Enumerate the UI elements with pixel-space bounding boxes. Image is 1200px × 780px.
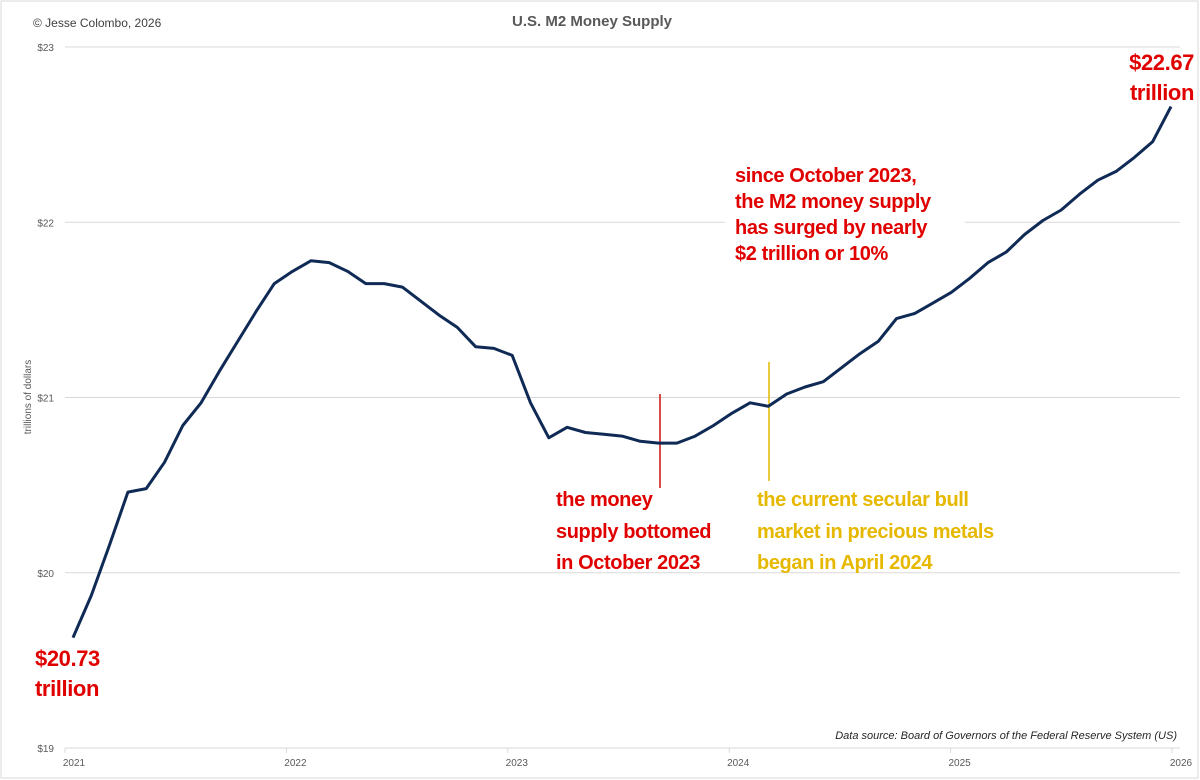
- surge-note-background: [725, 160, 965, 266]
- y-tick-label: $21: [37, 394, 54, 405]
- chart-title: U.S. M2 Money Supply: [512, 13, 673, 30]
- y-tick-label: $20: [37, 569, 54, 580]
- data-source-text: Data source: Board of Governors of the F…: [835, 730, 1177, 742]
- surge-note-line: since October 2023,: [735, 165, 916, 187]
- bottom-note-line: in October 2023: [556, 552, 700, 574]
- surge-note-line: the M2 money supply: [735, 191, 932, 213]
- surge-note-line: $2 trillion or 10%: [735, 243, 888, 265]
- surge-note: since October 2023, the M2 money supply …: [735, 165, 932, 265]
- end-label-value: $22.67: [1129, 50, 1194, 75]
- bull-note-line: market in precious metals: [757, 521, 994, 543]
- x-tick-label: 2025: [948, 758, 971, 769]
- y-tick-label: $22: [37, 218, 54, 229]
- x-tick-label: 2023: [506, 758, 529, 769]
- copyright-text: © Jesse Colombo, 2026: [33, 16, 162, 30]
- start-label: $20.73 trillion: [35, 646, 100, 701]
- x-tick-label: 2021: [63, 758, 86, 769]
- y-axis-label: trillions of dollars: [23, 360, 34, 434]
- end-label-unit: trillion: [1130, 80, 1194, 105]
- bottom-note-line: supply bottomed: [556, 521, 711, 543]
- bull-note-line: began in April 2024: [757, 552, 933, 574]
- surge-note-line: has surged by nearly: [735, 217, 928, 239]
- y-tick-label: $19: [37, 744, 54, 755]
- start-label-value: $20.73: [35, 646, 100, 671]
- bull-note: the current secular bull market in preci…: [757, 489, 994, 574]
- bottom-note: the money supply bottomed in October 202…: [556, 489, 712, 574]
- x-tick-label: 2022: [284, 758, 307, 769]
- bull-note-line: the current secular bull: [757, 489, 969, 511]
- m2-series-line: [71, 105, 1173, 639]
- end-label: $22.67 trillion: [1129, 50, 1194, 105]
- start-label-unit: trillion: [35, 676, 99, 701]
- bottom-note-line: the money: [556, 489, 654, 511]
- x-tick-label: 2024: [727, 758, 750, 769]
- y-tick-label: $23: [37, 43, 54, 54]
- x-tick-label: 2026: [1170, 758, 1193, 769]
